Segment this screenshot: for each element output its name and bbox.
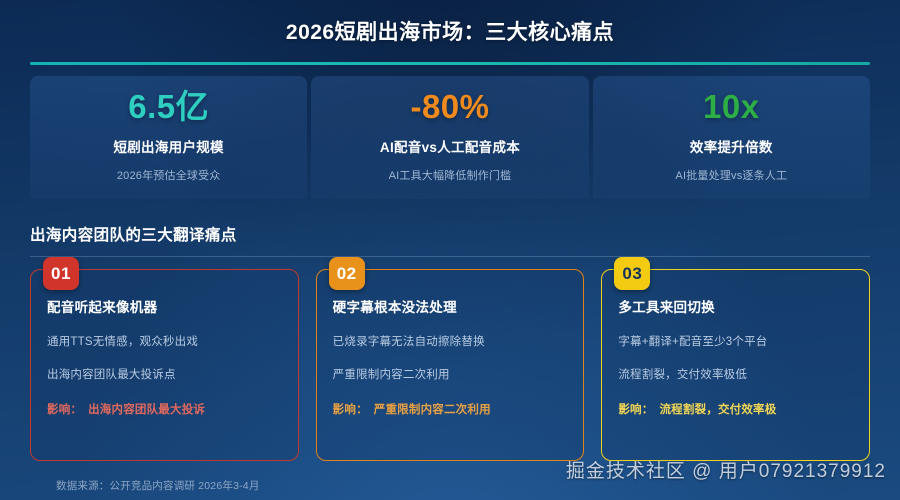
card-number-badge: 02 [328,257,365,291]
pain-point-card-02: 02 硬字幕根本没法处理 已烧录字幕无法自动擦除替换 严重限制内容二次利用 影响… [315,257,585,462]
card-detail-line: 通用TTS无情感，观众秒出戏 [47,336,199,349]
stat-card-1: 6.5亿 短剧出海用户规模 2026年预估全球受众 [30,76,308,200]
stat-sublabel: AI批量处理vs逐条人工 [675,170,788,183]
card-impact-label: 影响： [332,404,368,417]
section-divider [30,256,870,258]
card-impact-value: 流程割裂，交付效率极 [659,404,777,417]
card-detail-line: 流程割裂，交付效率极低 [618,369,748,382]
stat-sublabel: 2026年预估全球受众 [116,170,221,183]
stat-label: 短剧出海用户规模 [113,140,224,156]
card-detail-line: 已烧录字幕无法自动擦除替换 [332,336,485,349]
stat-value: 6.5亿 [128,88,210,126]
pain-point-card-03: 03 多工具来回切换 字幕+翻译+配音至少3个平台 流程割裂，交付效率极低 影响… [601,257,871,462]
stat-value: 10x [703,88,760,126]
stat-label: 效率提升倍数 [689,140,773,156]
watermark: 掘金技术社区 @ 用户07921379912 [565,461,886,482]
section-header: 出海内容团队的三大翻译痛点 [30,223,870,258]
card-impact: 影响： 流程割裂，交付效率极 [618,401,853,417]
stats-strip: 6.5亿 短剧出海用户规模 2026年预估全球受众 -80% AI配音vs人工配… [30,76,870,200]
card-title: 配音听起来像机器 [47,300,158,316]
card-number-badge: 01 [43,257,79,291]
pain-point-card-01: 01 配音听起来像机器 通用TTS无情感，观众秒出戏 出海内容团队最大投诉点 影… [30,257,299,462]
stat-card-2: -80% AI配音vs人工配音成本 AI工具大幅降低制作门槛 [311,76,589,200]
card-number-badge: 03 [614,257,651,291]
card-impact-label: 影响： [618,404,654,417]
card-impact: 影响： 出海内容团队最大投诉 [47,401,282,417]
section-title: 出海内容团队的三大翻译痛点 [30,227,237,245]
stat-card-3: 10x 效率提升倍数 AI批量处理vs逐条人工 [592,76,870,200]
stat-label: AI配音vs人工配音成本 [379,140,521,156]
card-impact: 影响： 严重限制内容二次利用 [333,401,568,417]
stat-sublabel: AI工具大幅降低制作门槛 [388,170,512,183]
card-impact-value: 严重限制内容二次利用 [373,404,491,417]
title-underline [30,62,870,66]
pain-point-cards: 01 配音听起来像机器 通用TTS无情感，观众秒出戏 出海内容团队最大投诉点 影… [30,257,871,462]
page-title: 2026短剧出海市场：三大核心痛点 [285,21,615,44]
card-detail-line: 严重限制内容二次利用 [332,369,450,382]
card-impact-label: 影响： [47,404,83,417]
card-detail-line: 出海内容团队最大投诉点 [47,369,176,382]
card-detail-line: 字幕+翻译+配音至少3个平台 [618,336,768,349]
card-title: 硬字幕根本没法处理 [332,300,457,316]
card-title: 多工具来回切换 [618,300,715,316]
stat-value: -80% [410,88,490,126]
card-impact-value: 出海内容团队最大投诉 [88,404,206,417]
data-source-note: 数据来源：公开竞品内容调研 2026年3-4月 [56,480,260,492]
slide-header: 2026短剧出海市场：三大核心痛点 [0,0,900,66]
